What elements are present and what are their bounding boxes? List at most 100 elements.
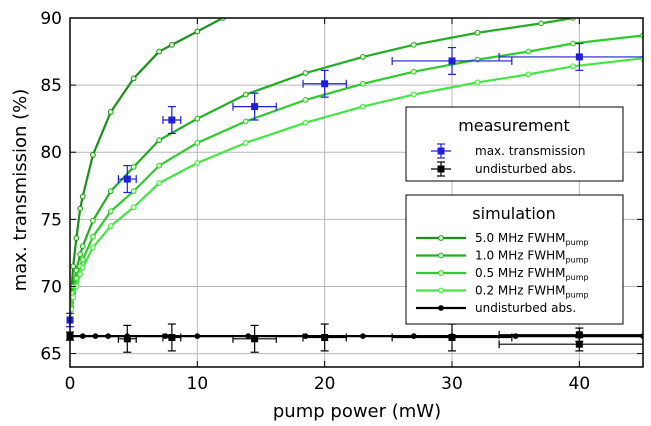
- series-point: [410, 91, 417, 98]
- y-tick-label: 75: [40, 210, 62, 230]
- data-point: [575, 340, 583, 348]
- y-axis-label: max. transmission (%): [10, 89, 31, 292]
- series-point: [79, 243, 86, 250]
- undisturbed-abs-point: [391, 323, 513, 352]
- series-point: [79, 256, 86, 263]
- series-point: [359, 54, 366, 60]
- series-point: [70, 294, 77, 301]
- series-point: [359, 80, 366, 87]
- simulation-legend-label: 5.0 MHz FWHMpump: [475, 231, 589, 247]
- series-point: [410, 68, 417, 75]
- simulation-curves: [70, 18, 643, 340]
- series-point: [302, 96, 309, 103]
- y-tick-label: 80: [40, 143, 62, 163]
- legend-marker: [438, 252, 444, 259]
- data-point: [168, 333, 176, 341]
- legend-marker: [437, 147, 445, 155]
- series-point: [90, 233, 96, 240]
- series-point: [410, 41, 417, 48]
- simulation-legend-title: simulation: [472, 204, 555, 223]
- legend-marker: [438, 305, 444, 311]
- series-point: [107, 223, 114, 229]
- measurement-legend-title: measurement: [458, 116, 570, 135]
- data-point: [575, 53, 583, 61]
- series-point: [79, 193, 86, 200]
- x-tick-label: 20: [314, 374, 336, 394]
- y-tick-label: 65: [40, 345, 62, 365]
- series-point: [194, 28, 201, 35]
- series-point: [194, 115, 201, 122]
- series-point: [194, 139, 201, 146]
- x-tick-label: 0: [65, 374, 76, 394]
- series-point: [130, 204, 137, 211]
- max-transmission-point: [117, 165, 137, 194]
- simulation-legend-label: 1.0 MHz FWHMpump: [475, 249, 589, 265]
- series-3: [70, 55, 643, 321]
- series-point: [359, 103, 366, 110]
- max-transmission-point: [498, 42, 643, 71]
- data-point: [321, 333, 329, 341]
- series-point: [130, 188, 137, 195]
- series-point: [156, 180, 163, 187]
- simulation-legend-item: 0.2 MHz FWHMpump: [416, 284, 589, 300]
- simulation-legend-label: undisturbed abs.: [475, 301, 576, 315]
- data-point: [448, 333, 456, 341]
- simulation-legend-item: 1.0 MHz FWHMpump: [416, 249, 589, 265]
- max-transmission-point: [232, 92, 277, 121]
- series-point: [474, 29, 481, 36]
- series-point: [70, 263, 77, 270]
- series-point: [90, 244, 96, 251]
- data-point: [575, 331, 583, 339]
- y-tick-label: 85: [40, 76, 62, 96]
- data-point: [123, 335, 131, 343]
- x-tick-label: 10: [187, 374, 209, 394]
- measurement-legend-item: undisturbed abs.: [431, 161, 576, 177]
- series-point: [570, 40, 576, 47]
- series-point: [194, 333, 201, 340]
- series-point: [242, 118, 249, 125]
- series-point: [525, 71, 532, 78]
- series-point: [245, 333, 252, 340]
- undisturbed-abs-point: [162, 323, 182, 352]
- data-point: [321, 80, 329, 88]
- measurement-legend: measurement max. transmission undisturbed…: [405, 106, 624, 182]
- series-point: [107, 208, 114, 215]
- series-point: [73, 235, 80, 242]
- legend-marker: [438, 270, 444, 276]
- series-point: [105, 333, 112, 340]
- series-point: [538, 20, 545, 27]
- max-transmission-point: [162, 105, 182, 135]
- undisturbed-abs-point: [302, 323, 347, 352]
- measurement-legend-item: max. transmission: [431, 143, 585, 159]
- data-point: [251, 335, 259, 343]
- simulation-legend: simulation 5.0 MHz FWHMpump 1.0 MHz FWHMp…: [405, 194, 624, 325]
- series-point: [107, 188, 114, 195]
- series-point: [130, 164, 137, 170]
- simulation-legend-item: 5.0 MHz FWHMpump: [416, 231, 589, 247]
- data-point: [251, 103, 259, 111]
- series-point: [77, 251, 84, 258]
- measurement-legend-label: undisturbed abs.: [475, 162, 576, 176]
- series-point: [302, 119, 309, 126]
- series-point: [77, 271, 84, 278]
- series-point: [130, 75, 137, 82]
- series-point: [107, 109, 114, 115]
- legend-marker: [438, 235, 444, 241]
- series-point: [570, 63, 576, 70]
- series-point: [242, 91, 249, 98]
- series-point: [242, 139, 249, 146]
- series-point: [92, 333, 99, 340]
- series-point: [79, 264, 86, 271]
- series-point: [474, 79, 481, 86]
- series-point: [79, 333, 86, 340]
- simulation-legend-label: 0.5 MHz FWHMpump: [475, 266, 589, 282]
- measurement-points: [66, 42, 643, 353]
- series-point: [302, 70, 309, 76]
- series-point: [77, 205, 84, 212]
- data-point: [448, 57, 456, 65]
- x-axis-label: pump power (mW): [273, 401, 441, 422]
- simulation-legend-item: undisturbed abs.: [416, 301, 576, 315]
- max-transmission-point: [391, 46, 513, 75]
- undisturbed-abs-point: [498, 336, 643, 352]
